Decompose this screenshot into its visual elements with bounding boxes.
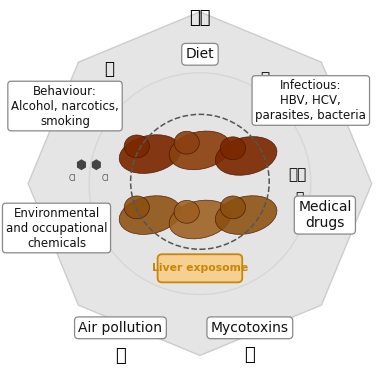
Ellipse shape bbox=[169, 131, 231, 170]
Text: 💊💊: 💊💊 bbox=[289, 167, 307, 182]
Text: Behaviour:
Alcohol, narcotics,
smoking: Behaviour: Alcohol, narcotics, smoking bbox=[11, 85, 119, 128]
Text: 🍃: 🍃 bbox=[107, 88, 116, 102]
Text: Medical
drugs: Medical drugs bbox=[298, 200, 352, 230]
Text: 🍔🍟: 🍔🍟 bbox=[189, 9, 211, 27]
Text: 🧫: 🧫 bbox=[244, 346, 255, 364]
Text: Cl: Cl bbox=[102, 174, 109, 183]
Circle shape bbox=[89, 73, 311, 295]
Text: Infectious:
HBV, HCV,
parasites, bacteria: Infectious: HBV, HCV, parasites, bacteri… bbox=[255, 79, 366, 122]
Ellipse shape bbox=[220, 196, 245, 219]
Ellipse shape bbox=[124, 135, 149, 158]
Text: 🧫: 🧫 bbox=[282, 114, 288, 124]
Ellipse shape bbox=[174, 131, 199, 154]
Text: Diet: Diet bbox=[186, 47, 214, 61]
Ellipse shape bbox=[216, 137, 277, 175]
Text: 🏭: 🏭 bbox=[115, 347, 126, 365]
Text: Environmental
and occupational
chemicals: Environmental and occupational chemicals bbox=[6, 207, 107, 250]
Ellipse shape bbox=[119, 196, 181, 234]
Text: Mycotoxins: Mycotoxins bbox=[211, 321, 289, 335]
Text: Liver exposome: Liver exposome bbox=[152, 263, 248, 273]
Ellipse shape bbox=[216, 196, 277, 234]
Text: 💊: 💊 bbox=[296, 191, 304, 206]
Text: ⬢ ⬢: ⬢ ⬢ bbox=[76, 159, 102, 172]
Text: 🦠: 🦠 bbox=[260, 71, 269, 86]
Ellipse shape bbox=[119, 135, 181, 173]
Ellipse shape bbox=[124, 196, 149, 219]
Polygon shape bbox=[28, 12, 372, 355]
Ellipse shape bbox=[174, 200, 199, 223]
Ellipse shape bbox=[220, 137, 245, 160]
FancyBboxPatch shape bbox=[158, 254, 242, 282]
Ellipse shape bbox=[169, 200, 231, 239]
Text: 🍷: 🍷 bbox=[104, 60, 114, 78]
Text: Air pollution: Air pollution bbox=[79, 321, 163, 335]
Text: Cl: Cl bbox=[69, 174, 76, 183]
